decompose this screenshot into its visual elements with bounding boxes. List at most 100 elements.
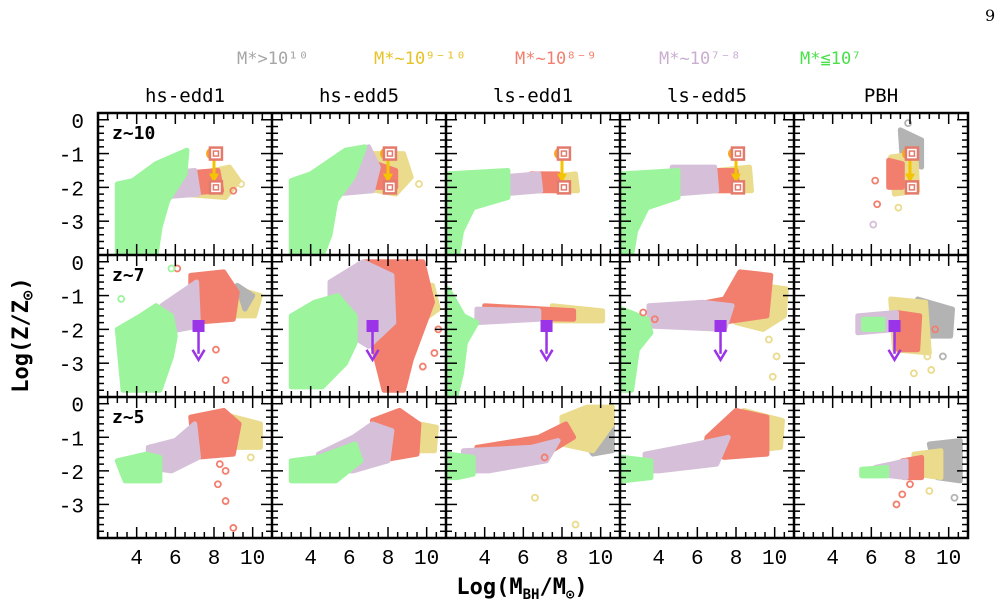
scatter-point-m9_10 xyxy=(894,203,903,212)
x-tick-label: 6 xyxy=(865,548,878,571)
scatter-cloud-le7 xyxy=(861,316,886,332)
scatter-point-m8_9 xyxy=(898,490,907,499)
scatter-point-m8_9 xyxy=(213,480,222,489)
observation-square xyxy=(730,180,746,195)
scatter-point-le7 xyxy=(117,295,126,303)
x-tick-label: 10 xyxy=(762,548,787,571)
y-tick-label: 0 xyxy=(71,254,84,277)
panel-data xyxy=(620,407,785,484)
x-tick-label: 10 xyxy=(240,548,265,571)
column-title-ls-edd5: ls-edd5 xyxy=(667,85,747,107)
arrow-head-purple xyxy=(887,349,902,363)
legend-entry-m8_9: M*~10⁸⁻⁹ xyxy=(515,49,597,69)
observation-square xyxy=(904,146,920,161)
x-tick-label: 8 xyxy=(904,548,917,571)
x-tick-label: 10 xyxy=(414,548,439,571)
panel-hs-edd5-z5 xyxy=(288,407,439,484)
x-tick-label: 4 xyxy=(304,548,317,571)
x-tick-label: 6 xyxy=(691,548,704,571)
panel-hs-edd1-z10: z~10 xyxy=(112,123,245,255)
y-tick-label: -2 xyxy=(59,463,84,486)
scatter-point-m9_10 xyxy=(531,493,539,502)
scatter-point-m8_9 xyxy=(650,315,659,324)
panel-data xyxy=(446,404,615,529)
y-tick-labels: 0 -1 -2 -3 0 -1 -2 -3 0 -1 -2 -3 xyxy=(59,112,84,520)
legend: M*>10¹⁰ M*~10⁹⁻¹⁰ M*~10⁸⁻⁹ M*~10⁷⁻⁸ M*≦10⁷ xyxy=(237,49,861,69)
y-axis-label-text: Log(Z/Z xyxy=(9,300,34,393)
panel-ls-edd5-z7 xyxy=(620,269,789,393)
arrow-head-purple xyxy=(191,349,206,363)
panel-ls-edd1-z7 xyxy=(446,286,606,397)
y-tick-label: -1 xyxy=(59,288,84,311)
scatter-point-m9_10 xyxy=(923,352,932,361)
panel-hs-edd5-z7 xyxy=(288,259,443,393)
arrow-head-purple xyxy=(365,349,380,363)
panel-data xyxy=(114,147,245,255)
legend-entry-gt10: M*>10¹⁰ xyxy=(237,49,309,69)
scatter-cloud-le7 xyxy=(446,286,480,397)
scatter-cloud-le7 xyxy=(288,293,358,390)
observation-square xyxy=(382,146,398,161)
scatter-point-m8_9 xyxy=(892,500,901,509)
observation-square-purple xyxy=(714,320,727,332)
scatter-point-m8_9 xyxy=(639,308,648,317)
scatter-point-m8_9 xyxy=(221,376,230,384)
observation-square xyxy=(208,180,224,195)
scatter-cloud-m7_8 xyxy=(474,306,542,326)
panel-data xyxy=(114,407,263,532)
scatter-point-m8_9 xyxy=(418,362,427,371)
x-tick-label: 4 xyxy=(826,548,839,571)
y-tick-label: 0 xyxy=(71,396,84,419)
scatter-point-m8_9 xyxy=(540,453,549,462)
redshift-label-z5: z~5 xyxy=(112,407,145,428)
panel-data xyxy=(288,144,423,255)
arrow-head xyxy=(209,173,219,183)
panel-hs-edd1-z5: z~5 xyxy=(112,407,263,532)
column-title-hs-edd5: hs-edd5 xyxy=(319,85,399,107)
x-tick-label: 4 xyxy=(130,548,143,571)
observation-square-inner xyxy=(734,150,742,157)
column-title-PBH: PBH xyxy=(864,85,898,107)
x-axis-label-slash: /M xyxy=(539,575,566,600)
panel-ls-edd5-z10 xyxy=(620,146,754,255)
scatter-point-m8_9 xyxy=(871,176,880,185)
x-tick-label: 8 xyxy=(208,548,221,571)
panel-data xyxy=(288,407,439,484)
observation-square-inner xyxy=(908,150,916,157)
y-tick-label: -3 xyxy=(59,213,84,236)
scatter-point-m9_10 xyxy=(927,366,936,374)
legend-entry-m9_10: M*~10⁹⁻¹⁰ xyxy=(374,49,466,69)
x-tick-label: 10 xyxy=(936,548,961,571)
legend-entry-m7_8: M*~10⁷⁻⁸ xyxy=(659,49,741,69)
scatter-point-m8_9 xyxy=(215,460,224,469)
scatter-point-gt10 xyxy=(938,352,947,361)
y-tick-label: -2 xyxy=(59,179,84,202)
scatter-cloud-le7 xyxy=(114,303,178,393)
observation-square-inner xyxy=(212,150,220,157)
panel-data xyxy=(855,296,955,378)
scatter-cloud-le7 xyxy=(114,147,190,255)
y-tick-label: 0 xyxy=(71,112,84,135)
panel-data xyxy=(446,286,606,397)
arrow-head xyxy=(905,173,915,183)
scatter-point-m8_9 xyxy=(229,524,238,532)
scatter-cloud-le7 xyxy=(288,144,368,255)
arrow-head xyxy=(557,173,567,183)
panel-PBH-z10 xyxy=(869,119,925,229)
observation-square xyxy=(556,146,572,161)
observation-square-inner xyxy=(386,184,394,191)
observation-square xyxy=(904,180,920,195)
panel-ls-edd1-z10 xyxy=(446,146,580,255)
panel-hs-edd5-z10 xyxy=(288,144,423,255)
panel-data xyxy=(288,259,443,393)
legend-entry-le7: M*≦10⁷ xyxy=(800,49,861,69)
scatter-point-m9_10 xyxy=(764,335,773,344)
panel-data xyxy=(620,269,789,393)
column-title-hs-edd1: hs-edd1 xyxy=(145,85,225,107)
observation-square xyxy=(556,180,572,195)
observation-square-inner xyxy=(212,184,220,191)
scatter-point-m9_10 xyxy=(246,453,255,462)
y-axis-label: Log(Z/Z⊙) xyxy=(9,277,37,393)
scatter-point-m9_10 xyxy=(925,487,934,495)
